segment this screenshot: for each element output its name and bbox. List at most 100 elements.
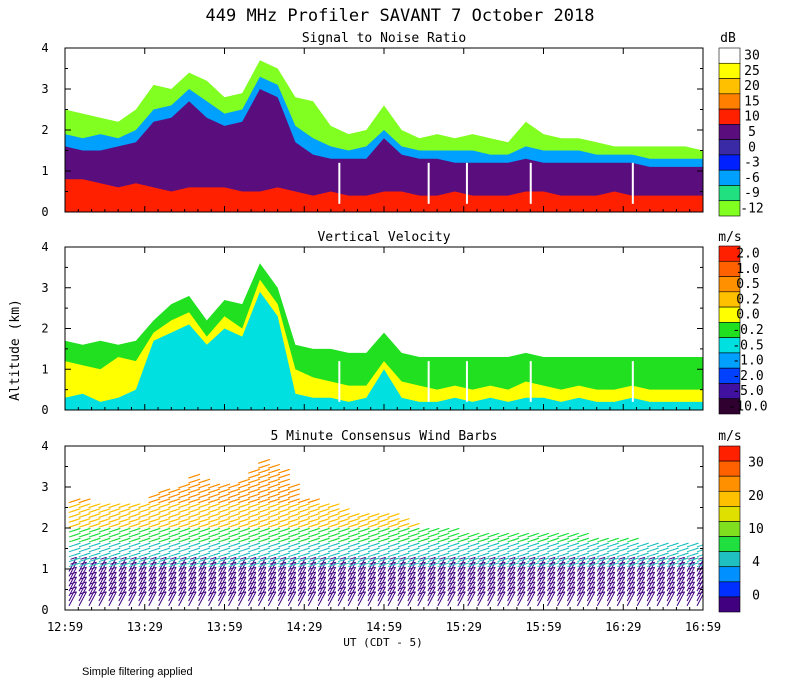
barb-feather bbox=[320, 533, 327, 537]
barb-staff bbox=[397, 571, 406, 587]
barb-staff bbox=[118, 586, 127, 602]
wind-barb bbox=[298, 552, 310, 558]
barb-feather bbox=[512, 562, 520, 566]
wind-barb bbox=[417, 557, 430, 563]
barb-staff bbox=[128, 566, 137, 582]
wind-barb bbox=[497, 547, 510, 553]
barb-staff bbox=[228, 566, 237, 582]
barb-feather bbox=[163, 547, 171, 551]
barb-feather bbox=[287, 515, 295, 518]
barb-feather bbox=[552, 542, 560, 546]
wind-barb bbox=[347, 547, 360, 553]
wind-barb bbox=[257, 493, 270, 499]
barb-staff bbox=[566, 586, 576, 602]
wind-barb bbox=[138, 537, 151, 543]
barb-feather bbox=[114, 542, 121, 546]
wind-barb bbox=[497, 562, 510, 568]
wind-barb bbox=[686, 547, 699, 553]
wind-barb bbox=[88, 518, 101, 523]
wind-barb bbox=[98, 547, 111, 553]
barb-staff bbox=[666, 566, 676, 582]
barb-feather bbox=[472, 552, 480, 556]
wind-barb bbox=[218, 508, 231, 514]
barb-feather bbox=[118, 524, 125, 528]
barb-feather bbox=[612, 557, 619, 561]
wind-barb bbox=[417, 537, 430, 543]
wind-barb bbox=[447, 537, 460, 543]
barb-feather bbox=[218, 505, 225, 509]
barb-staff bbox=[78, 586, 87, 602]
barb-feather bbox=[420, 533, 427, 537]
wind-barb bbox=[158, 557, 171, 563]
barb-staff bbox=[427, 586, 436, 602]
barb-feather bbox=[443, 542, 450, 546]
barb-staff bbox=[367, 566, 377, 582]
wind-barb bbox=[377, 537, 390, 543]
wind-barb bbox=[267, 508, 280, 514]
barb-feather bbox=[662, 552, 669, 556]
barb-feather bbox=[572, 552, 579, 556]
barb-feather bbox=[267, 515, 275, 518]
barb-feather bbox=[124, 542, 131, 546]
wind-barb bbox=[357, 522, 370, 528]
barb-staff bbox=[616, 576, 626, 592]
wind-barb bbox=[567, 547, 579, 553]
wind-barb bbox=[517, 547, 530, 553]
barb-staff bbox=[188, 591, 197, 607]
barb-feather bbox=[233, 562, 241, 566]
barb-staff bbox=[277, 581, 287, 597]
barb-feather bbox=[267, 495, 275, 499]
barb-feather bbox=[118, 505, 125, 509]
wind-barb bbox=[278, 562, 290, 568]
wind-barb bbox=[457, 562, 470, 568]
barb-feather bbox=[502, 547, 510, 551]
barb-feather bbox=[542, 557, 550, 561]
wind-barb bbox=[247, 498, 260, 504]
wind-barb bbox=[148, 508, 161, 514]
barb-feather bbox=[124, 562, 131, 566]
barb-feather bbox=[498, 556, 506, 560]
colorbar-label: 5 bbox=[748, 125, 756, 140]
wind-barb bbox=[367, 532, 380, 538]
wind-barb bbox=[198, 508, 211, 514]
barb-feather bbox=[178, 505, 185, 509]
barb-feather bbox=[283, 557, 290, 561]
time-tick-label: 14:59 bbox=[366, 620, 402, 634]
wind-barb bbox=[387, 522, 400, 528]
wind-barb bbox=[467, 557, 480, 563]
barb-feather bbox=[114, 557, 121, 561]
wind-barb bbox=[278, 532, 290, 538]
barb-feather bbox=[267, 500, 275, 504]
barb-feather bbox=[238, 490, 245, 494]
wind-barb bbox=[457, 537, 470, 543]
barb-feather bbox=[393, 542, 400, 546]
wind-barb bbox=[148, 522, 161, 528]
barb-staff bbox=[547, 571, 556, 587]
x-axis-label: UT (CDT - 5) bbox=[343, 636, 422, 649]
wind-barb bbox=[298, 542, 310, 548]
barb-feather bbox=[257, 505, 265, 509]
colorbar-label: 0.0 bbox=[736, 308, 759, 323]
barb-feather bbox=[128, 510, 135, 514]
barb-staff bbox=[547, 566, 556, 582]
wind-barb bbox=[188, 498, 201, 504]
wind-barb bbox=[257, 468, 270, 474]
barb-staff bbox=[477, 591, 486, 607]
barb-staff bbox=[497, 566, 506, 582]
wind-barb bbox=[88, 508, 101, 514]
barb-feather bbox=[219, 556, 227, 560]
barb-feather bbox=[500, 533, 507, 537]
barb-feather bbox=[101, 528, 108, 532]
y-axis-label: Altitude (km) bbox=[8, 299, 23, 401]
wind-barb bbox=[238, 518, 251, 523]
barb-feather bbox=[489, 556, 496, 560]
barb-feather bbox=[253, 542, 260, 546]
barb-feather bbox=[191, 538, 198, 542]
barb-staff bbox=[427, 566, 436, 582]
barb-feather bbox=[104, 542, 111, 546]
barb-staff bbox=[327, 586, 337, 602]
barb-staff bbox=[377, 581, 386, 597]
barb-feather bbox=[247, 470, 255, 474]
barb-feather bbox=[267, 490, 275, 494]
barb-feather bbox=[238, 505, 245, 509]
